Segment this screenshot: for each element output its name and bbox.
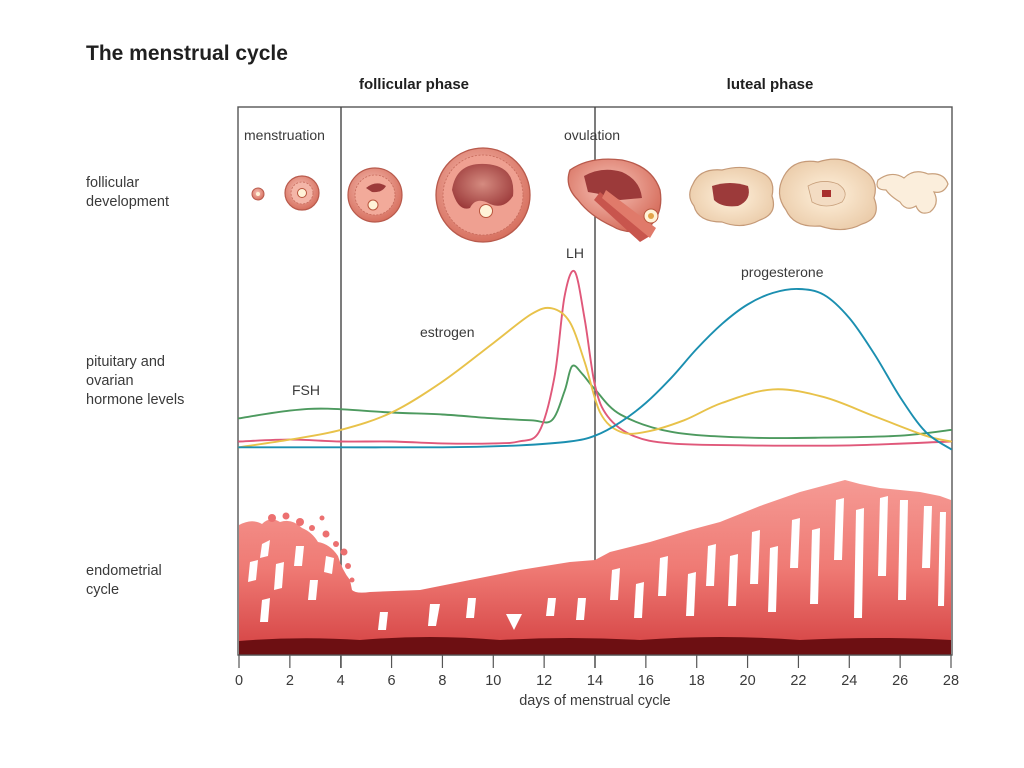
progesterone-label: progesterone <box>741 264 824 280</box>
menstruation-label: menstruation <box>244 127 325 143</box>
progesterone-curve <box>238 288 952 451</box>
x-axis: 0 2 4 6 8 10 12 14 16 18 20 22 24 26 28 <box>235 654 959 689</box>
x-tick-label: 0 <box>235 673 243 689</box>
ovulating-follicle <box>567 158 662 242</box>
x-tick-label: 8 <box>438 673 446 689</box>
endometrium-base-layer <box>239 637 951 655</box>
x-tick-label: 22 <box>790 673 806 689</box>
estrogen-label: estrogen <box>420 324 474 340</box>
ovulation-label: ovulation <box>564 127 620 143</box>
corpus-albicans <box>876 171 949 214</box>
endometrial-glands <box>248 496 946 630</box>
endometrial-cycle-label: endometrial cycle <box>86 563 162 598</box>
lh-label: LH <box>566 245 584 261</box>
x-tick-label: 6 <box>388 673 396 689</box>
x-tick-label: 12 <box>536 673 552 689</box>
antral-follicle <box>435 147 531 243</box>
x-tick-label: 2 <box>286 673 294 689</box>
hormone-curves <box>238 269 952 451</box>
page-title: The menstrual cycle <box>86 42 288 65</box>
shedding-fragments <box>268 512 355 583</box>
x-tick-label: 20 <box>740 673 756 689</box>
estrogen-curve <box>238 306 952 449</box>
luteal-phase-label: luteal phase <box>726 76 814 93</box>
secondary-follicle <box>347 167 403 223</box>
x-tick-label: 4 <box>337 673 345 689</box>
early-corpus-luteum <box>689 166 775 227</box>
hormone-levels-label: pituitary and ovarian hormone levels <box>86 354 185 408</box>
x-tick-label: 16 <box>638 673 654 689</box>
x-tick-label: 28 <box>943 673 959 689</box>
corpus-luteum <box>778 158 877 231</box>
x-tick-label: 26 <box>892 673 908 689</box>
lh-curve <box>238 269 952 447</box>
follicular-phase-label: follicular phase <box>358 76 470 93</box>
x-tick-label: 10 <box>485 673 501 689</box>
follicle-development-illustrations <box>251 147 949 243</box>
primary-follicle <box>284 175 320 211</box>
primordial-follicle <box>251 187 265 201</box>
follicular-development-label: follicular development <box>86 175 170 210</box>
x-tick-label: 24 <box>841 673 857 689</box>
endometrium-illustration <box>239 480 951 655</box>
x-tick-label: 18 <box>689 673 705 689</box>
x-axis-label: days of menstrual cycle <box>519 693 671 709</box>
fsh-label: FSH <box>292 382 320 398</box>
x-tick-label: 14 <box>587 673 603 689</box>
